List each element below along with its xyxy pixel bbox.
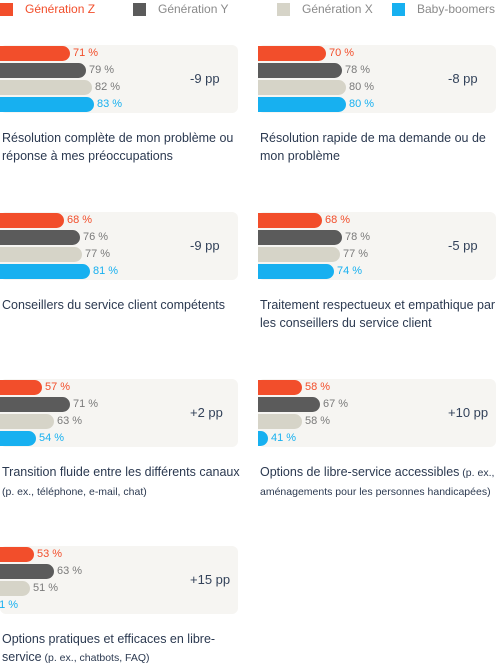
data-label-baby-boomers: 41 % [271,432,297,444]
bar-generation-z [0,46,70,61]
data-label-generation-x: 77 % [343,248,369,260]
data-label-generation-y: 67 % [323,398,349,410]
data-label-generation-y: 79 % [89,64,115,76]
caption-note: (p. ex., chatbots, FAQ) [41,652,150,664]
data-label-generation-z: 57 % [45,381,71,393]
legend-label-generation-z: Génération Z [25,2,96,16]
legend-label-generation-y: Génération Y [158,2,229,16]
legend: Génération Z Génération Y Génération X B… [0,0,497,20]
bar-baby-boomers [0,264,90,279]
caption-title: Options de libre-service accessibles [260,465,460,479]
caption-note: (p. ex., téléphone, e-mail, chat) [2,486,147,498]
bar-generation-y [0,564,54,579]
bar-generation-y [0,63,86,78]
caption-note: (p. ex., aménagements pour les personnes… [260,467,495,498]
bar-generation-x [0,247,82,262]
bar-generation-z [0,213,64,228]
data-label-generation-x: 77 % [85,248,111,260]
data-label-baby-boomers: 80 % [349,98,375,110]
legend-label-baby-boomers: Baby-boomers [417,2,496,16]
data-label-generation-y: 76 % [83,231,109,243]
delta-value: +10 pp [448,405,489,420]
bar-baby-boomers [0,431,36,446]
caption-title: Conseillers du service client compétents [2,298,226,312]
bar-generation-y [258,230,342,245]
bar-generation-z [0,380,42,395]
data-label-generation-z: 53 % [37,548,63,560]
caption-title: Résolution complète de mon problème ou r… [2,131,234,163]
caption-title: Transition fluide entre les différents c… [2,465,240,479]
delta-value: -8 pp [448,71,478,86]
panel-caption: Conseillers du service client compétents [2,296,242,315]
bar-generation-y [0,397,70,412]
legend-swatch-generation-z [0,3,13,16]
bar-generation-z [0,547,34,562]
bar-generation-z [258,213,322,228]
bar-generation-x [258,414,302,429]
data-label-generation-y: 78 % [345,231,371,243]
panel-caption: Options de libre-service accessibles (p.… [260,463,497,501]
data-label-baby-boomers: 83 % [97,98,123,110]
panel-caption: Transition fluide entre les différents c… [2,463,242,501]
bar-generation-z [258,380,302,395]
data-label-generation-z: 71 % [73,47,99,59]
bar-baby-boomers [258,97,346,112]
data-label-generation-y: 71 % [73,398,99,410]
bar-generation-x [0,80,92,95]
panel-caption: Résolution rapide de ma demande ou de mo… [260,129,497,166]
bar-baby-boomers [258,431,268,446]
data-label-generation-x: 63 % [57,415,83,427]
data-label-generation-y: 63 % [57,565,83,577]
data-label-generation-x: 82 % [95,81,121,93]
delta-value: +2 pp [190,405,223,420]
data-label-generation-x: 80 % [349,81,375,93]
legend-swatch-baby-boomers [392,3,405,16]
data-label-generation-z: 58 % [305,381,331,393]
data-label-baby-boomers: 81 % [93,265,119,277]
data-label-generation-x: 51 % [33,582,59,594]
panel-caption: Résolution complète de mon problème ou r… [2,129,242,166]
panel-caption: Options pratiques et efficaces en libre-… [2,630,242,667]
bar-baby-boomers [0,97,94,112]
bar-generation-x [258,80,346,95]
bar-generation-y [258,63,342,78]
panel-background [0,546,238,614]
caption-title: Options pratiques et efficaces en libre-… [2,632,216,664]
legend-swatch-generation-y [133,3,146,16]
bar-generation-z [258,46,326,61]
data-label-generation-z: 68 % [67,214,93,226]
caption-title: Résolution rapide de ma demande ou de mo… [260,131,486,163]
data-label-baby-boomers: 54 % [39,432,65,444]
data-label-baby-boomers: 74 % [337,265,363,277]
bar-generation-y [258,397,320,412]
caption-title: Traitement respectueux et empathique par… [260,298,496,330]
bar-generation-x [0,414,54,429]
panel-caption: Traitement respectueux et empathique par… [260,296,497,333]
data-label-generation-y: 78 % [345,64,371,76]
bar-generation-x [0,581,30,596]
delta-value: -9 pp [190,238,220,253]
bar-generation-y [0,230,80,245]
data-label-generation-x: 58 % [305,415,331,427]
delta-value: -5 pp [448,238,478,253]
data-label-generation-z: 68 % [325,214,351,226]
legend-swatch-generation-x [277,3,290,16]
legend-label-generation-x: Génération X [302,2,373,16]
delta-value: +15 pp [190,572,231,587]
delta-value: -9 pp [190,71,220,86]
data-label-generation-z: 70 % [329,47,355,59]
data-label-baby-boomers: 31 % [0,599,19,611]
bar-generation-x [258,247,340,262]
bar-baby-boomers [258,264,334,279]
